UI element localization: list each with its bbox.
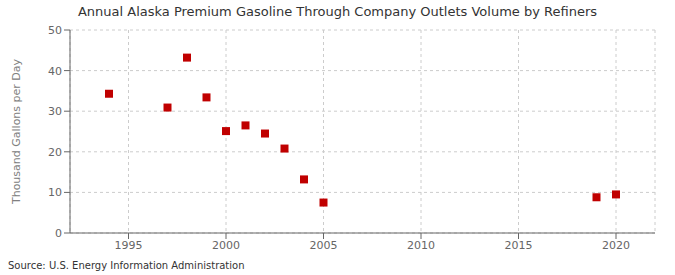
svg-text:2015: 2015: [505, 239, 533, 252]
svg-text:2005: 2005: [310, 239, 338, 252]
svg-text:Thousand Gallons per Day: Thousand Gallons per Day: [10, 58, 23, 205]
svg-text:2010: 2010: [407, 239, 435, 252]
svg-text:40: 40: [48, 65, 62, 78]
svg-text:30: 30: [48, 105, 62, 118]
svg-text:1995: 1995: [115, 239, 143, 252]
svg-text:50: 50: [48, 24, 62, 37]
svg-text:20: 20: [48, 146, 62, 159]
svg-text:2020: 2020: [602, 239, 630, 252]
svg-text:2000: 2000: [212, 239, 240, 252]
html-text:Source: U.S. Energy Informatio: Source: U.S. Energy Information Administ…: [8, 260, 245, 271]
html-text:Annual Alaska Premium Gasoline: Annual Alaska Premium Gasoline Through C…: [78, 4, 597, 19]
svg-text:10: 10: [48, 186, 62, 199]
svg-text:0: 0: [55, 227, 62, 240]
